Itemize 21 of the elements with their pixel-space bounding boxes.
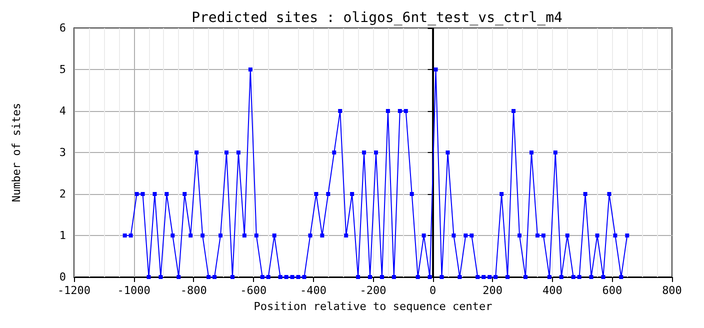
x-tick-label: 600 [602, 284, 622, 297]
x-tick-label: 800 [662, 284, 682, 297]
y-tick-label: 0 [59, 270, 66, 284]
y-tick-label: 3 [59, 146, 66, 159]
x-axis-title: Position relative to sequence center [254, 300, 493, 313]
x-tick-label: -1000 [117, 284, 150, 297]
x-tick-label: -600 [240, 284, 267, 297]
y-tick-label: 4 [59, 104, 66, 118]
x-tick-label: -200 [360, 284, 386, 297]
y-axis-title: Number of sites [10, 102, 23, 202]
x-tick-label: -400 [300, 284, 326, 297]
y-tick-label: 2 [59, 188, 66, 200]
x-tick-label: 0 [429, 284, 436, 297]
y-tick-label: 1 [59, 229, 66, 242]
x-tick-label: -800 [180, 284, 207, 297]
y-tick-label: 6 [59, 22, 66, 34]
x-tick-label: -1200 [57, 284, 91, 297]
x-tick-label: 400 [542, 284, 562, 297]
y-tick-label: 5 [59, 63, 66, 76]
chart-title: Predicted sites : oligos_6nt_test_vs_ctrl_m4 [192, 10, 562, 26]
x-tick-label: 200 [482, 284, 503, 297]
